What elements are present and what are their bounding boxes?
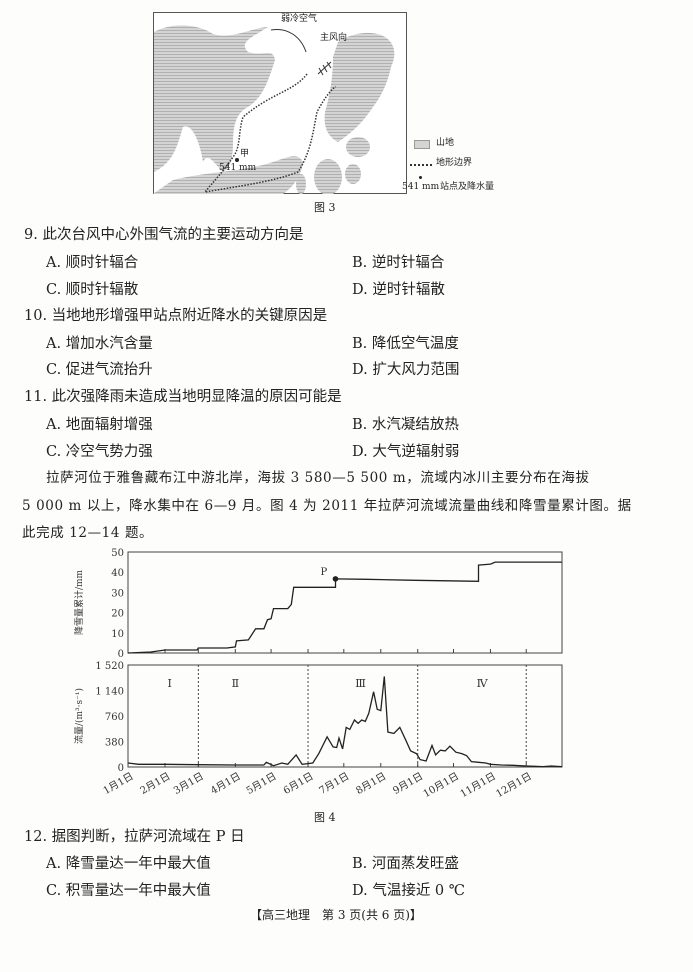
option-a: A. 增加水汽含量: [46, 336, 153, 352]
x-tick-label: 9月1日: [391, 770, 425, 797]
y-tick-label: 50: [111, 548, 124, 559]
passage-line-2: 5 000 m 以上，降水集中在 6—9 月。图 4 为 2011 年拉萨河流域…: [22, 498, 632, 514]
page-footer: 【高三地理 第 3 页(共 6 页)】: [250, 908, 422, 922]
x-tick-label: 11月1日: [458, 770, 498, 800]
question-stem: 12. 据图判断，拉萨河流域在 P 日: [24, 829, 245, 845]
option-b: B. 降低空气温度: [352, 336, 459, 352]
x-tick-label: 4月1日: [208, 770, 242, 797]
figure4-caption: 图 4: [314, 811, 336, 824]
option-b: B. 逆时针辐合: [352, 255, 445, 271]
option-c: C. 顺时针辐散: [46, 282, 139, 298]
passage-line-1: 拉萨河位于雅鲁藏布江中游北岸，海拔 3 580—5 500 m，流域内冰川主要分…: [46, 470, 590, 486]
option-d: D. 扩大风力范围: [352, 362, 460, 378]
option-d: D. 气温接近 0 ℃: [352, 883, 465, 899]
y-tick-label: 760: [105, 712, 124, 723]
question-stem: 9. 此次台风中心外围气流的主要运动方向是: [24, 227, 304, 243]
island-2: [314, 159, 342, 194]
legend-station-value: 541 mm: [402, 182, 440, 192]
legend-boundary-label: 地形边界: [436, 158, 473, 168]
y-tick-label: 380: [105, 738, 124, 749]
option-a: A. 顺时针辐合: [46, 255, 139, 271]
x-tick-label: 8月1日: [354, 770, 388, 797]
island-4: [296, 174, 306, 194]
option-c: C. 冷空气势力强: [46, 444, 153, 460]
point-p-marker: [332, 576, 339, 582]
option-c: C. 积雪量达一年中最大值: [46, 883, 211, 899]
x-tick-label: 3月1日: [171, 770, 205, 797]
x-tick-label: 12月1日: [494, 770, 534, 800]
mountain-east: [324, 32, 395, 142]
option-b: B. 河面蒸发旺盛: [352, 856, 459, 872]
option-b: B. 水汽凝结放热: [352, 417, 459, 433]
y-axis-label: 降雪量累计/mm: [73, 569, 85, 635]
mountain-south: [153, 156, 303, 194]
x-tick-label: 5月1日: [244, 770, 278, 797]
figure3-caption: 图 3: [314, 201, 336, 214]
x-tick-label: 10月1日: [421, 770, 461, 800]
station-dot-icon: [235, 158, 239, 162]
x-tick-label: 2月1日: [138, 770, 172, 797]
y-tick-label: 30: [111, 588, 124, 599]
x-tick-label: 7月1日: [317, 770, 351, 797]
y-tick-label: 0: [118, 649, 124, 660]
option-d: D. 大气逆辐射弱: [352, 444, 460, 460]
period-label: Ⅳ: [477, 677, 489, 690]
point-p-label: P: [320, 567, 327, 578]
y-axis-label: 流量/(m³·s⁻¹): [73, 688, 85, 744]
mountain-west: [154, 25, 275, 173]
y-tick-label: 40: [111, 568, 124, 579]
question-stem: 11. 此次强降雨未造成当地明显降温的原因可能是: [24, 389, 342, 405]
period-label: Ⅰ: [168, 677, 172, 690]
period-label: Ⅱ: [232, 677, 239, 690]
y-tick-label: 0: [118, 763, 124, 774]
legend-station-label: 站点及降水量: [440, 182, 495, 192]
passage-line-3: 此完成 12—14 题。: [22, 525, 154, 541]
island-3: [345, 164, 361, 184]
y-tick-label: 1 140: [95, 687, 124, 698]
snow-cumulative-line: [127, 561, 562, 654]
period-label: Ⅲ: [355, 677, 366, 690]
x-tick-label: 1月1日: [101, 770, 135, 797]
flow-line: [127, 676, 563, 768]
legend-boundary-swatch: [410, 164, 432, 166]
figure3-map: [153, 12, 407, 194]
island-1: [346, 137, 370, 157]
plot-frame: [127, 551, 563, 654]
terrain-boundary: [203, 73, 337, 194]
y-tick-label: 10: [111, 629, 124, 640]
option-d: D. 逆时针辐散: [352, 282, 445, 298]
legend-mountain-label: 山地: [436, 138, 455, 148]
option-a: A. 地面辐射增强: [46, 417, 153, 433]
x-tick-label: 6月1日: [281, 770, 315, 797]
station-label: 甲: [240, 149, 250, 159]
y-tick-label: 20: [111, 609, 124, 620]
cold-air-label: 弱冷空气: [281, 14, 318, 24]
legend-station-dot-icon: [419, 176, 422, 179]
question-stem: 10. 当地地形增强甲站点附近降水的关键原因是: [24, 308, 328, 324]
wind-direction-icon: [317, 61, 332, 76]
cold-air-arrow: [270, 28, 307, 53]
option-a: A. 降雪量达一年中最大值: [46, 856, 211, 872]
option-c: C. 促进气流抬升: [46, 362, 153, 378]
figure4-chart: 0 10 20 30 40 50 降雪量累计/mm P 0 380 760 1 140 1 520 流量/…: [73, 548, 563, 800]
y-tick-label: 1 520: [95, 661, 124, 672]
wind-direction-label: 主风向: [320, 33, 348, 43]
plot-frame: [127, 664, 563, 768]
legend-mountain-swatch: [414, 140, 430, 149]
station-precip-label: 541 mm: [219, 163, 257, 173]
